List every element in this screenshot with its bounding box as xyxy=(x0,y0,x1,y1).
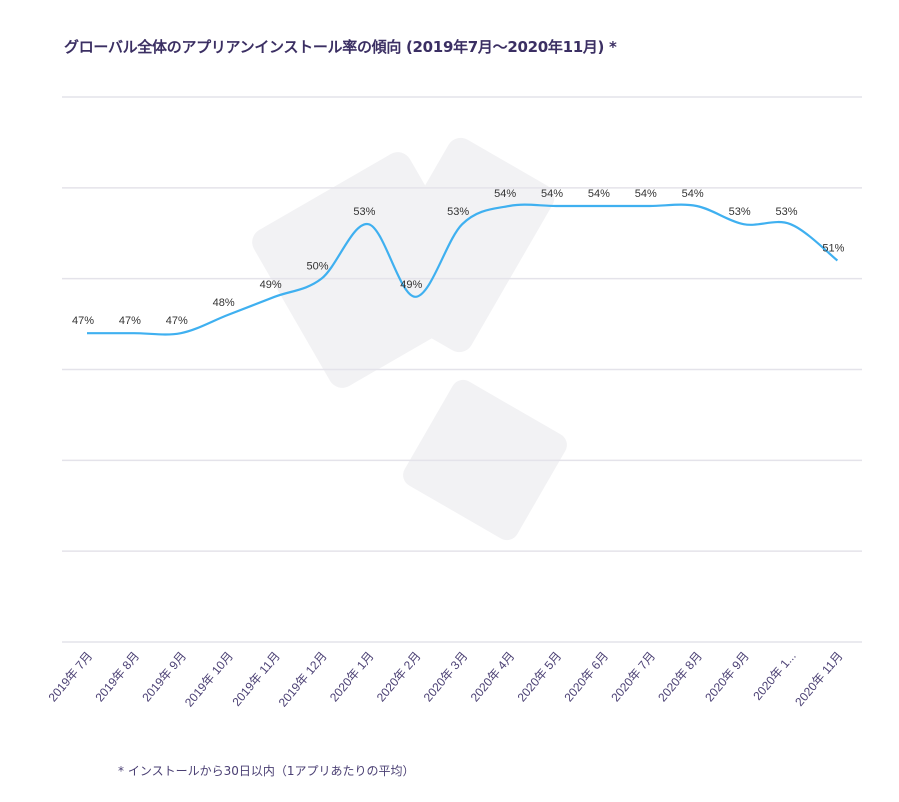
data-label: 54% xyxy=(541,188,563,200)
data-label: 53% xyxy=(353,206,375,218)
x-tick-label: 2019年 12月 xyxy=(276,649,330,710)
x-tick-label: 2020年 1月 xyxy=(327,649,377,705)
data-label: 47% xyxy=(119,315,141,327)
x-tick-label: 2020年 6月 xyxy=(561,649,611,705)
series-line xyxy=(87,203,839,336)
x-tick-label: 2019年 10月 xyxy=(182,649,236,710)
data-label: 54% xyxy=(494,188,516,200)
x-tick-label: 2020年 2月 xyxy=(374,649,424,705)
chart-title: グローバル全体のアプリアンインストール率の傾向 (2019年7月～2020年11… xyxy=(64,38,617,56)
data-label: 54% xyxy=(588,188,610,200)
data-label: 47% xyxy=(166,315,188,327)
data-label: 53% xyxy=(447,206,469,218)
x-tick-label: 2019年 11月 xyxy=(229,649,282,709)
x-tick-label: 2020年 4月 xyxy=(468,649,518,705)
x-tick-label: 2020年 5月 xyxy=(515,649,565,705)
data-label: 49% xyxy=(400,279,422,291)
data-label: 53% xyxy=(775,206,797,218)
x-tick-label: 2020年 1... xyxy=(750,649,798,703)
x-tick-label: 2019年 7月 xyxy=(46,649,96,705)
footnote: * インストールから30日以内（1アプリあたりの平均） xyxy=(118,764,415,778)
data-label: 54% xyxy=(682,188,704,200)
x-tick-label: 2020年 9月 xyxy=(702,649,752,705)
x-tick-label: 2020年 11月 xyxy=(792,649,845,709)
data-label: 49% xyxy=(260,279,282,291)
x-tick-label: 2020年 3月 xyxy=(421,649,471,705)
data-label: 48% xyxy=(213,297,235,309)
data-label: 50% xyxy=(306,261,328,273)
x-tick-label: 2019年 8月 xyxy=(92,649,142,705)
data-label: 53% xyxy=(729,206,751,218)
watermark-logo xyxy=(252,137,567,541)
x-tick-label: 2020年 7月 xyxy=(608,649,658,705)
data-label: 47% xyxy=(72,315,94,327)
x-tick-label: 2020年 8月 xyxy=(655,649,705,705)
data-label: 54% xyxy=(635,188,657,200)
x-tick-label: 2019年 9月 xyxy=(139,649,189,705)
data-label: 51% xyxy=(822,243,844,255)
